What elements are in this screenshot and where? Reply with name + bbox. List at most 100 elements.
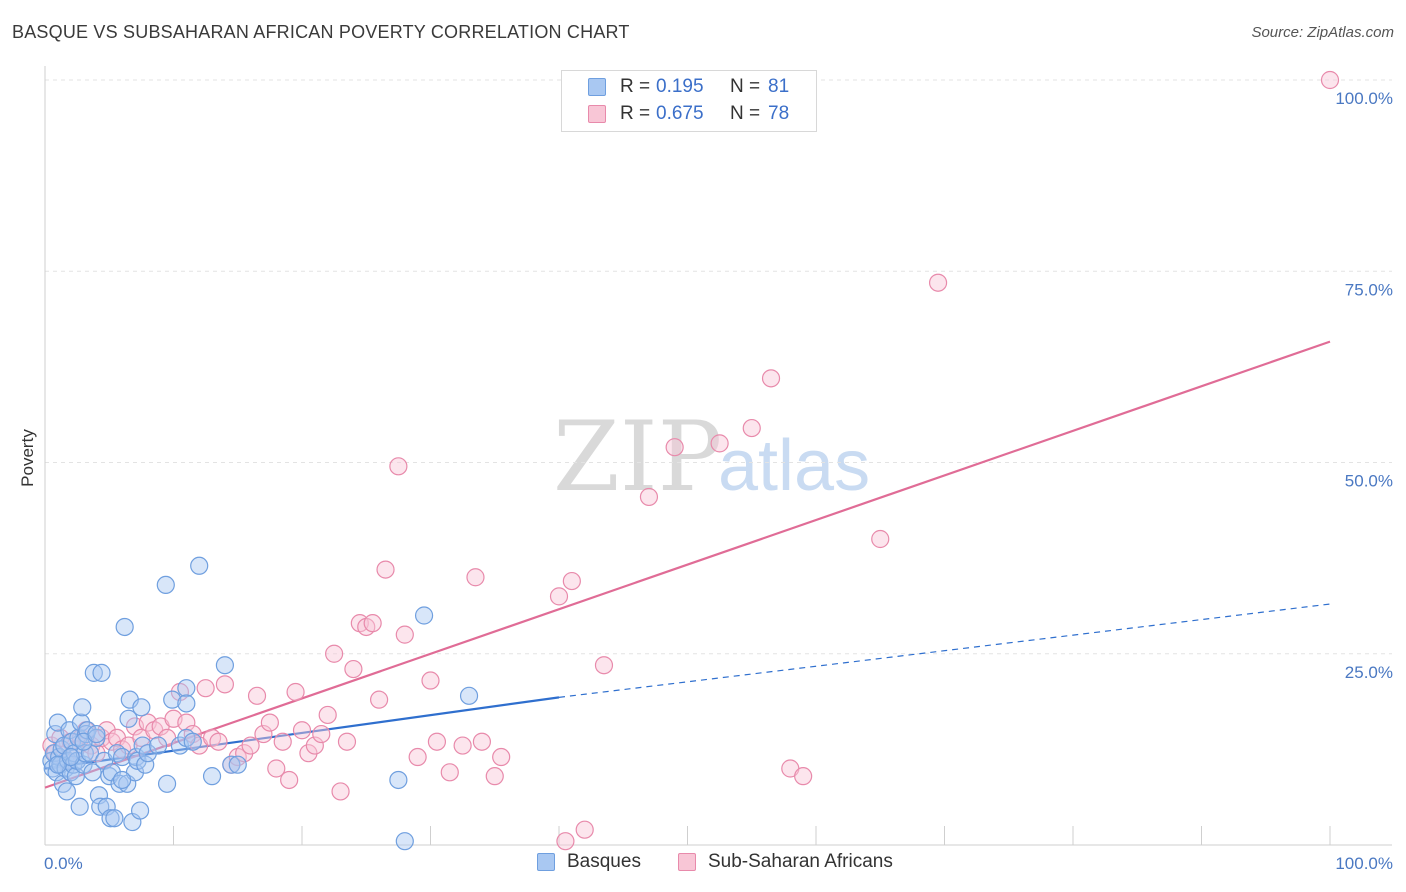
watermark-atlas: atlas [718,426,870,506]
point-subsaharan [370,690,389,709]
legend-row-basques: R = 0.195 N = 81 [588,75,789,99]
legend-r-value: 0.675 [656,103,704,124]
point-basques [414,606,434,625]
point-subsaharan [344,659,363,679]
point-basques [148,736,168,755]
point-basques [222,755,241,774]
point-subsaharan [466,568,485,587]
point-basques [190,556,209,575]
trend-line-extension-basques [558,603,1331,698]
point-basques [130,801,150,820]
point-subsaharan [254,724,273,744]
point-basques [73,698,92,717]
series-legend-basques: Basques [537,851,641,873]
point-basques [228,755,247,774]
watermark: ZIP atlas [553,401,870,513]
chart-title: BASQUE VS SUBSAHARAN AFRICAN POVERTY COR… [12,22,630,42]
point-subsaharan [492,747,511,767]
point-subsaharan [1320,70,1340,90]
point-basques [183,732,202,751]
point-subsaharan [710,434,729,453]
trend-line-subsaharan [44,340,1331,789]
point-subsaharan [376,560,395,579]
point-subsaharan [395,625,414,644]
point-subsaharan [247,686,267,705]
y-axis-title: Poverty [18,429,37,487]
data-points [42,70,1340,851]
point-subsaharan [215,675,234,694]
point-subsaharan [453,736,472,755]
y-tick-label: 75.0% [1345,280,1393,299]
point-basques [115,617,134,637]
point-basques [87,724,106,744]
point-subsaharan [639,487,659,507]
series-label-basques: Basques [567,851,641,872]
point-basques [177,679,196,698]
point-basques [459,686,479,705]
point-subsaharan [280,770,299,790]
series-label-subsaharan: Sub-Saharan Africans [708,851,893,872]
point-subsaharan [421,671,440,690]
point-basques [163,690,182,709]
point-basques [101,809,120,828]
x-tick-label: 100.0% [1335,854,1393,873]
correlation-legend: R = 0.195 N = 81 R = 0.675 N = 78 [561,70,817,132]
point-basques [156,575,175,595]
series-swatch-subsaharan [678,853,696,871]
tick-labels: 25.0% 50.0% 75.0% 100.0% 0.0% 100.0% [44,89,1393,873]
legend-n-label: N = [730,103,761,124]
y-tick-label: 100.0% [1335,89,1393,108]
point-subsaharan [312,724,331,744]
point-subsaharan [761,369,781,388]
point-basques [136,755,155,774]
y-tick-label: 25.0% [1345,663,1393,682]
point-subsaharan [742,418,761,438]
legend-r-value: 0.195 [656,76,704,97]
point-subsaharan [485,767,504,786]
point-basques [177,694,196,713]
point-basques [389,770,408,790]
point-subsaharan [177,713,196,732]
point-subsaharan [549,587,569,606]
point-subsaharan [363,614,382,633]
point-subsaharan [440,763,459,782]
point-subsaharan [267,759,286,778]
point-basques [202,767,222,786]
point-subsaharan [427,732,447,751]
point-basques [70,797,89,816]
point-subsaharan [241,736,260,755]
axes [44,66,1392,846]
point-basques [215,656,234,675]
legend-n-value: 78 [768,103,790,124]
point-subsaharan [305,736,324,755]
point-basques [132,698,151,717]
point-subsaharan [665,438,684,457]
point-subsaharan [594,656,614,675]
x-tick-label: 0.0% [44,854,83,873]
point-basques [119,709,138,728]
point-subsaharan [331,782,350,801]
series-legend-subsaharan: Sub-Saharan Africans [678,851,893,873]
point-subsaharan [337,732,357,751]
watermark-zip: ZIP [553,401,722,513]
point-subsaharan [325,644,344,663]
point-basques [61,747,80,767]
point-subsaharan [273,732,292,751]
series-swatch-basques [537,853,555,871]
point-basques [80,744,100,763]
point-subsaharan [871,529,890,549]
point-basques [92,663,111,682]
point-subsaharan [389,457,408,476]
grid [45,79,1392,655]
legend-n-label: N = [730,76,761,97]
legend-row-subsaharan: R = 0.675 N = 78 [588,102,789,126]
point-subsaharan [318,705,337,725]
point-subsaharan [928,273,948,292]
point-basques [138,744,157,763]
point-subsaharan [556,832,575,851]
point-subsaharan [260,713,279,732]
point-basques [91,797,110,816]
point-subsaharan [575,820,594,839]
legend-r-label: R = [620,76,651,97]
